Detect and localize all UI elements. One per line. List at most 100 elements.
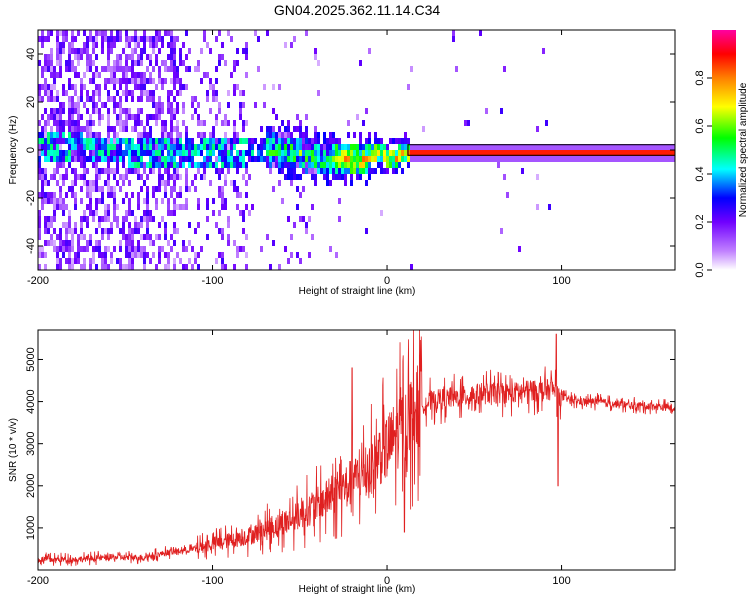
spectrogram-cell	[53, 114, 56, 120]
spectrogram-cell	[353, 144, 356, 150]
chart-title: GN04.2025.362.11.14.C34	[274, 2, 441, 18]
spectrogram-cell	[377, 150, 380, 156]
spectrogram-cell	[104, 216, 107, 222]
spectrogram-cell	[491, 144, 494, 150]
spectrogram-cell	[155, 186, 158, 192]
spectrogram-cell	[98, 168, 101, 174]
spectrogram-cell	[272, 162, 275, 168]
spectrogram-cell	[287, 150, 290, 156]
spectrogram-cell	[236, 132, 239, 138]
spectrogram-cell	[152, 216, 155, 222]
spectrogram-cell	[644, 150, 647, 156]
spectrogram-cell	[56, 198, 59, 204]
spectrogram-cell	[200, 132, 203, 138]
spectrogram-cell	[332, 162, 335, 168]
spectrogram-cell	[278, 144, 281, 150]
spectrogram-cell	[131, 192, 134, 198]
spectrogram-cell	[140, 48, 143, 54]
spectrogram-cell	[173, 84, 176, 90]
spectrogram-cell	[314, 138, 317, 144]
spectrogram-cell	[428, 150, 431, 156]
spectrogram-cell	[68, 264, 71, 270]
spectrogram-cell	[62, 48, 65, 54]
spectrogram-cell	[458, 144, 461, 150]
spectrogram-cell	[53, 132, 56, 138]
spectrogram-cell	[344, 144, 347, 150]
spectrogram-cell	[293, 126, 296, 132]
spectrogram-cell	[314, 126, 317, 132]
spectrogram-cell	[128, 240, 131, 246]
spectrogram-cell	[629, 144, 632, 150]
spectrogram-cell	[476, 150, 479, 156]
spectrogram-cell	[404, 156, 407, 162]
spectrogram-cell	[74, 126, 77, 132]
spectrogram-cell	[239, 108, 242, 114]
spectrogram-cell	[146, 192, 149, 198]
spectrogram-cell	[68, 150, 71, 156]
spectrogram-cell	[197, 66, 200, 72]
spectrogram-cell	[74, 54, 77, 60]
spectrogram-cell	[113, 96, 116, 102]
spectrogram-cell	[104, 84, 107, 90]
spectrogram-cell	[647, 150, 650, 156]
spectrogram-cell	[317, 90, 320, 96]
spectrogram-cell	[191, 138, 194, 144]
spectrogram-cell	[320, 168, 323, 174]
spectrogram-cell	[80, 78, 83, 84]
spectrogram-cell	[218, 54, 221, 60]
spectrogram-cell	[83, 126, 86, 132]
spectrogram-cell	[206, 138, 209, 144]
spectrogram-cell	[338, 198, 341, 204]
spectrogram-cell	[551, 144, 554, 150]
spectrogram-cell	[128, 204, 131, 210]
spectrogram-cell	[281, 162, 284, 168]
spectrogram-cell	[305, 132, 308, 138]
spectrogram-cell	[215, 162, 218, 168]
spectrogram-cell	[128, 252, 131, 258]
spectrogram-cell	[317, 162, 320, 168]
spectrogram-cell	[413, 150, 416, 156]
spectrogram-cell	[80, 48, 83, 54]
spectrogram-cell	[173, 264, 176, 270]
spectrogram-cell	[89, 150, 92, 156]
spectrogram-cell	[350, 174, 353, 180]
spectrogram-cell	[107, 186, 110, 192]
spectrogram-cell	[665, 156, 668, 162]
spectrogram-cell	[305, 162, 308, 168]
spectrogram-cell	[173, 162, 176, 168]
spectrogram-cell	[554, 144, 557, 150]
spectrogram-cell	[68, 186, 71, 192]
spectrogram-cell	[161, 120, 164, 126]
spectrogram-cell	[74, 168, 77, 174]
spectrogram-cell	[248, 210, 251, 216]
spectrogram-cell	[311, 138, 314, 144]
spectrogram-cell	[71, 132, 74, 138]
spectrogram-cell	[77, 54, 80, 60]
spectrogram-cell	[497, 156, 500, 162]
spectrogram-cell	[47, 144, 50, 150]
spectrogram-cell	[494, 144, 497, 150]
spectrogram-cell	[119, 126, 122, 132]
spectrogram-cell	[278, 126, 281, 132]
spectrogram-cell	[131, 144, 134, 150]
spectrogram-cell	[194, 174, 197, 180]
spectrogram-cell	[245, 234, 248, 240]
spectrogram-cell	[74, 120, 77, 126]
spectrogram-cell	[47, 114, 50, 120]
spectrogram-cell	[83, 30, 86, 36]
spectrogram-cell	[260, 246, 263, 252]
spectrogram-cell	[149, 240, 152, 246]
spectrogram-cell	[173, 144, 176, 150]
spectrogram-cell	[200, 138, 203, 144]
spectrogram-cell	[233, 132, 236, 138]
spectrogram-cell	[218, 108, 221, 114]
spectrogram-cell	[290, 132, 293, 138]
spectrogram-cell	[44, 54, 47, 60]
spectrogram-cell	[50, 66, 53, 72]
spectrogram-cell	[74, 48, 77, 54]
spectrogram-cell	[59, 132, 62, 138]
spectrogram-cell	[356, 174, 359, 180]
spectrogram-cell	[269, 168, 272, 174]
spectrogram-cell	[473, 156, 476, 162]
spectrogram-cell	[59, 48, 62, 54]
